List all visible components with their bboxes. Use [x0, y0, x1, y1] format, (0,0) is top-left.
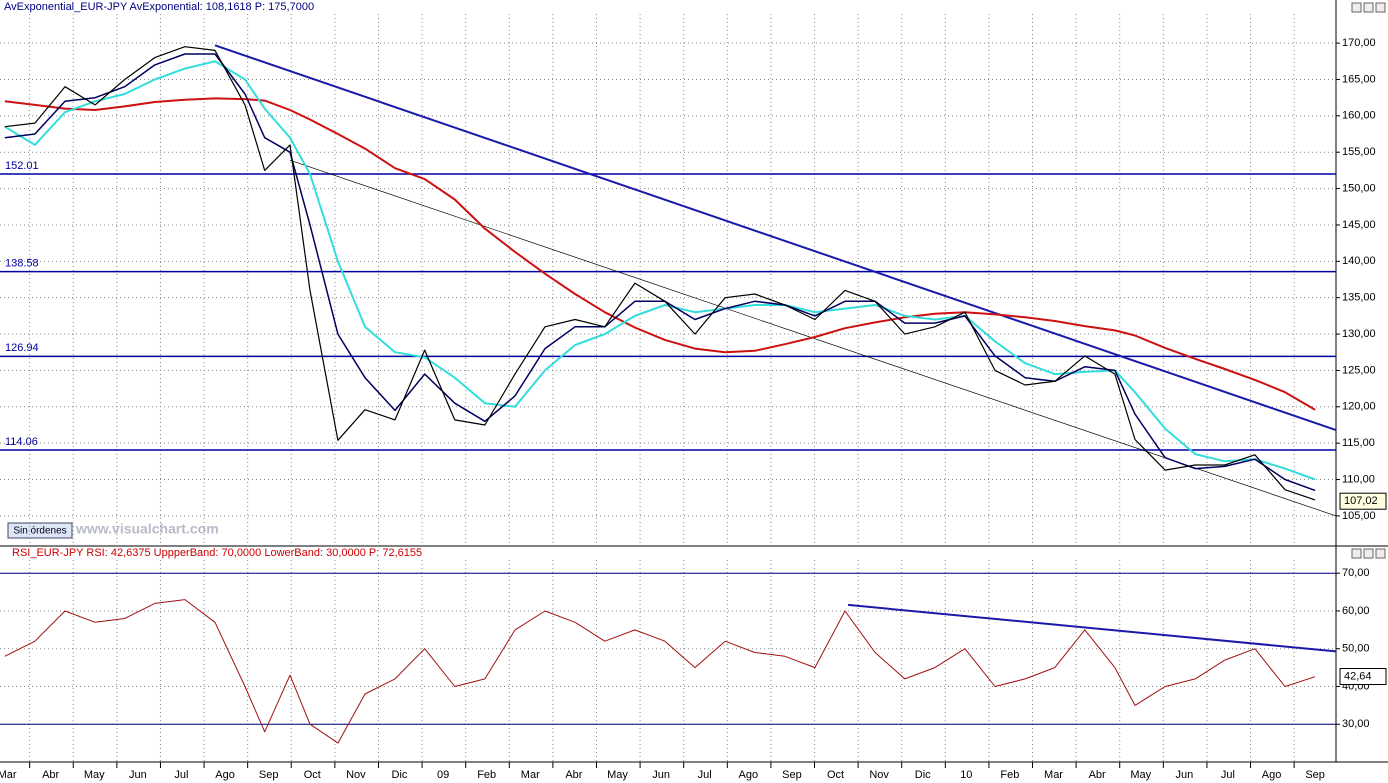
- x-tick-label: Mar: [1044, 769, 1063, 781]
- orders-button-label[interactable]: Sin órdenes: [13, 526, 66, 537]
- x-tick-label: Abr: [42, 769, 59, 781]
- y-tick-label: 140,00: [1342, 255, 1376, 267]
- level-label: 114.06: [5, 436, 38, 448]
- x-tick-label: Feb: [1000, 769, 1019, 781]
- window-buttons[interactable]: [1351, 2, 1386, 559]
- y-tick-label: 110,00: [1342, 473, 1375, 485]
- x-tick-label: Jun: [652, 769, 670, 781]
- y-tick-label: 30,00: [1342, 718, 1370, 730]
- x-tick-label: Oct: [304, 769, 321, 781]
- minimize-button[interactable]: [1351, 548, 1362, 559]
- y-tick-label: 60,00: [1342, 605, 1370, 617]
- x-tick-label: Jul: [1221, 769, 1235, 781]
- x-tick-label: Mar: [0, 769, 17, 781]
- watermark: www.visualchart.com: [75, 521, 219, 537]
- last-value-label: 42,64: [1344, 670, 1372, 682]
- x-tick-label: Ago: [1262, 769, 1282, 781]
- series-line: [4, 46, 1316, 501]
- last-value-label: 107,02: [1344, 495, 1378, 507]
- y-tick-label: 105,00: [1342, 510, 1376, 522]
- x-tick-label: 09: [437, 769, 449, 781]
- series-line: [4, 60, 1316, 481]
- x-tick-label: 10: [960, 769, 972, 781]
- y-tick-label: 125,00: [1342, 364, 1376, 376]
- x-tick-label: Sep: [1305, 769, 1325, 781]
- y-tick-label: 160,00: [1342, 110, 1376, 122]
- y-tick-label: 145,00: [1342, 219, 1376, 231]
- x-tick-label: Jun: [1175, 769, 1193, 781]
- x-tick-label: May: [84, 769, 105, 781]
- series-line: [4, 53, 1316, 492]
- x-tick-label: Feb: [477, 769, 496, 781]
- trend-line: [214, 44, 1337, 432]
- series-line: [4, 599, 1316, 744]
- x-tick-label: Oct: [827, 769, 844, 781]
- y-tick-label: 115,00: [1342, 437, 1375, 449]
- y-tick-label: 120,00: [1342, 401, 1376, 413]
- x-tick-label: Abr: [1089, 769, 1106, 781]
- series-line: [4, 97, 1316, 411]
- x-tick-label: Jun: [129, 769, 147, 781]
- y-tick-label: 155,00: [1342, 146, 1376, 158]
- x-tick-label: Nov: [869, 769, 889, 781]
- minimize-button[interactable]: [1351, 2, 1362, 13]
- y-tick-label: 50,00: [1342, 643, 1370, 655]
- x-tick-label: Jul: [698, 769, 712, 781]
- x-tick-label: Jul: [174, 769, 188, 781]
- trend-line: [847, 603, 1337, 653]
- last-value-box: [1339, 492, 1387, 510]
- y-tick-label: 130,00: [1342, 328, 1376, 340]
- y-tick-label: 165,00: [1342, 73, 1376, 85]
- orders-button[interactable]: [7, 522, 73, 539]
- x-tick-label: Ago: [739, 769, 759, 781]
- level-label: 138.58: [5, 258, 39, 270]
- y-tick-label: 70,00: [1342, 567, 1370, 579]
- rsi-header: RSI_EUR-JPY RSI: 42,6375 UppperBand: 70,…: [12, 547, 422, 559]
- price-header: AvExponential_EUR-JPY AvExponential: 108…: [4, 1, 314, 13]
- close-button[interactable]: [1375, 2, 1386, 13]
- x-tick-label: Sep: [782, 769, 802, 781]
- x-tick-label: Mar: [521, 769, 540, 781]
- level-label: 152.01: [5, 160, 39, 172]
- x-tick-label: May: [1130, 769, 1151, 781]
- x-tick-label: Nov: [346, 769, 366, 781]
- maximize-button[interactable]: [1363, 2, 1374, 13]
- level-label: 126.94: [5, 342, 39, 354]
- x-tick-label: Ago: [215, 769, 235, 781]
- x-tick-label: Dic: [392, 769, 408, 781]
- x-tick-label: Dic: [915, 769, 931, 781]
- x-tick-label: Sep: [259, 769, 279, 781]
- close-button[interactable]: [1375, 548, 1386, 559]
- panel: 105,00 110,00 115,00 120,00 125,00 130,00 135,…: [0, 14, 1387, 545]
- y-tick-label: 135,00: [1342, 292, 1376, 304]
- y-tick-label: 150,00: [1342, 182, 1376, 194]
- maximize-button[interactable]: [1363, 548, 1374, 559]
- x-tick-label: May: [607, 769, 628, 781]
- last-value-box: [1339, 668, 1387, 686]
- x-tick-label: Abr: [565, 769, 582, 781]
- y-tick-label: 170,00: [1342, 37, 1376, 49]
